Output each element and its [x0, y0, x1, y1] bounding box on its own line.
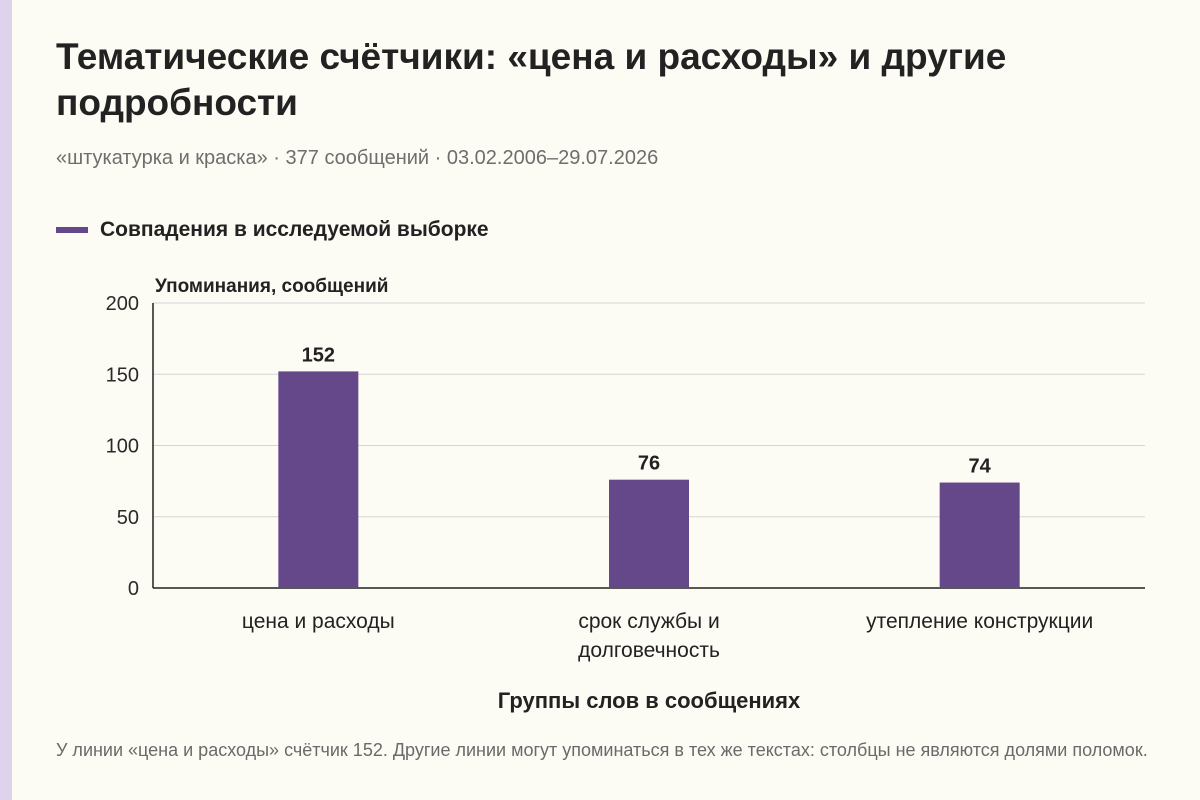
bar-value-label: 76 [638, 453, 660, 475]
bar-value-label: 74 [969, 456, 992, 478]
chart-subtitle: «штукатурка и краска» · 377 сообщений · … [56, 147, 659, 169]
x-axis-title: Группы слов в сообщениях [498, 688, 801, 713]
x-tick-label: долговечность [578, 639, 720, 662]
legend-swatch [56, 227, 88, 233]
bar [939, 482, 1020, 588]
footnote: У линии «цена и расходы» счётчик 152. Др… [56, 740, 1148, 760]
x-tick-label: срок службы и [578, 610, 719, 633]
bar [278, 371, 359, 588]
bar [609, 479, 689, 588]
bar-chart: 0 50 100 150 200 Упоминания, сообщений 152 цена… [106, 276, 1145, 713]
chart-title: Тематические счётчики: «цена и расходы» … [56, 36, 1007, 123]
y-tick-label: 150 [106, 364, 139, 386]
x-tick-label: утепление конструкции [866, 610, 1093, 633]
y-tick-label: 0 [128, 578, 139, 600]
y-axis-title: Упоминания, сообщений [155, 276, 388, 297]
legend: Совпадения в исследуемой выборке [56, 218, 489, 242]
y-tick-label: 200 [106, 293, 139, 315]
x-tick-label: цена и расходы [242, 610, 395, 633]
y-tick-label: 50 [117, 507, 139, 529]
y-tick-label: 100 [106, 436, 139, 458]
side-stripe [0, 0, 12, 800]
legend-label: Совпадения в исследуемой выборке [100, 218, 489, 241]
bar-value-label: 152 [302, 344, 335, 366]
